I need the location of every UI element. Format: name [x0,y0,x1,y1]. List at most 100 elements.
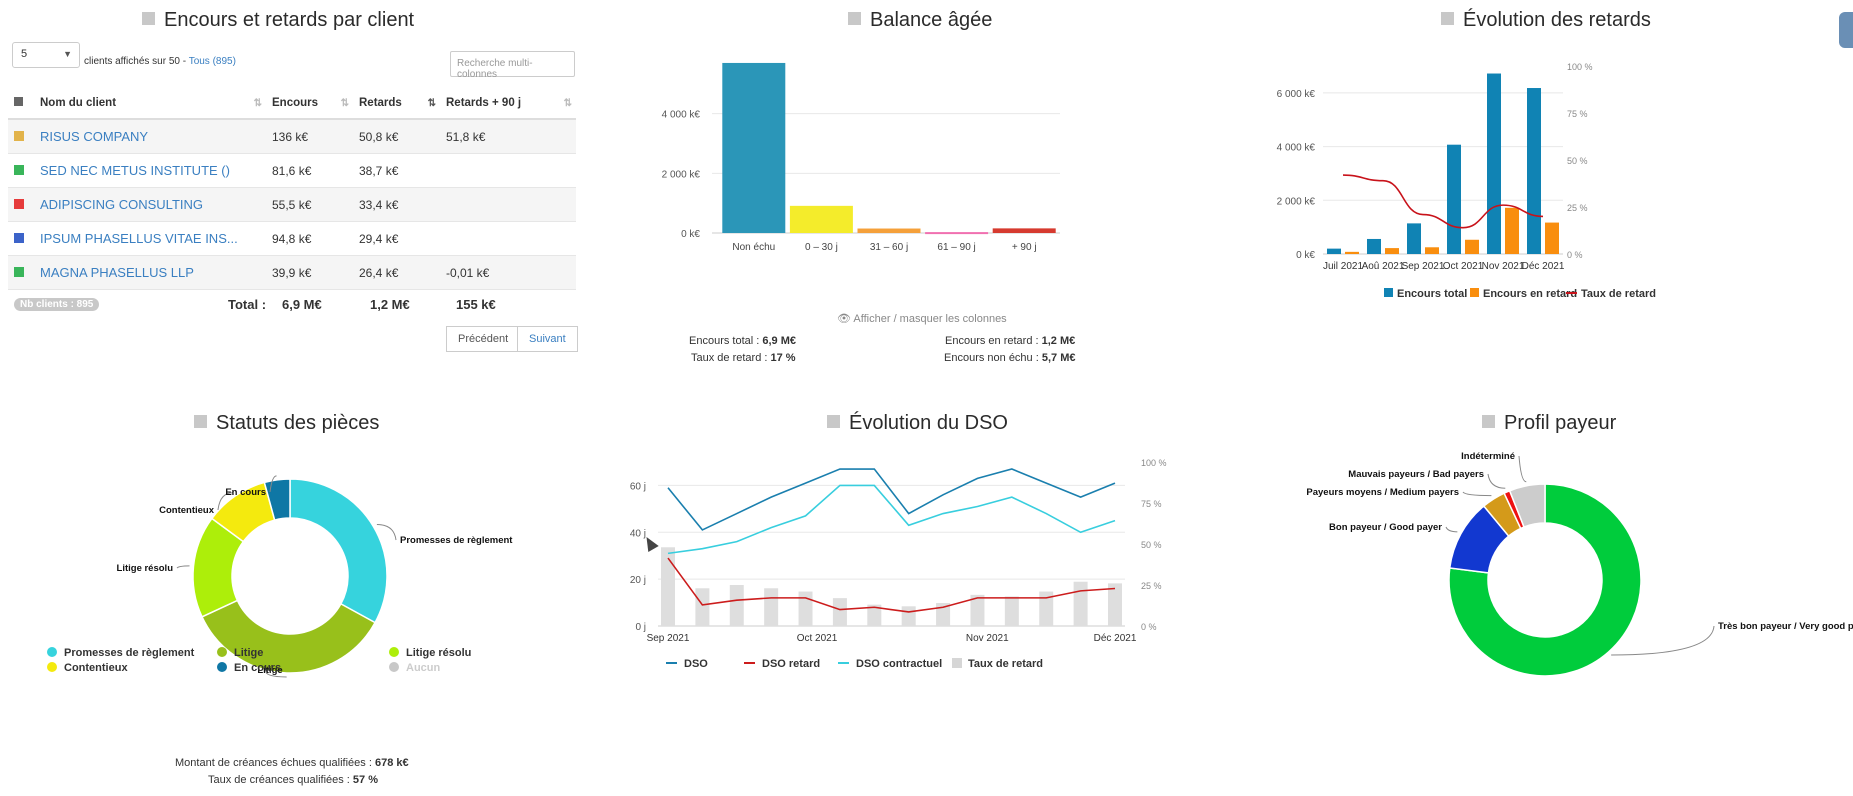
toggle-columns-button[interactable]: 👁 Afficher / masquer les colonnes [837,313,1007,325]
pie-slice [1508,483,1546,528]
series-line [667,557,1116,613]
sort-icon: ⇅ [563,98,572,109]
legend-label: DSO [684,658,708,670]
y2-tick-label: 0 % [1567,250,1583,260]
bar [867,604,882,626]
encours-cell: 55,5 k€ [266,187,353,222]
x-tick-label: Non échu [732,242,775,253]
column-header-nom[interactable]: Nom du client ⇅ [34,88,266,120]
statuts-chart: Promesses de règlement Litige Litige résol… [47,475,513,678]
total-retards: 1,2 M€ [370,297,410,312]
table-row[interactable]: IPSUM PHASELLUS VITAE INS... 94,8 k€ 29,… [8,221,576,256]
profil-chart: Très bon payeur / Very good payer Bon pay… [1306,451,1853,677]
x-tick-label: Oct 2021 [797,633,838,644]
bar [729,585,744,626]
bar [1073,581,1088,626]
legend-marker [217,647,227,657]
x-tick-label: Aoû 2021 [1362,261,1405,272]
series-line [667,468,1116,531]
bar [1108,583,1122,626]
table-row[interactable]: SED NEC METUS INSTITUTE () 81,6 k€ 38,7 … [8,153,576,188]
legend-marker [1470,288,1479,297]
x-tick-label: Oct 2021 [1443,261,1484,272]
balance-panel: Balance âgée 0 k€ 2 000 k€ 4 000 k€ Non éch… [620,0,1230,380]
y-tick-label: 2 000 k€ [662,169,701,180]
y-tick-label: 0 k€ [1296,250,1315,261]
bar [1345,251,1359,254]
legend-marker [389,662,399,672]
client-name-link[interactable]: IPSUM PHASELLUS VITAE INS... [34,221,266,256]
total-retards90: 155 k€ [456,297,496,312]
eye-icon: 👁 [837,313,851,325]
bar [798,591,813,626]
client-name-link[interactable]: MAGNA PHASELLUS LLP [34,255,266,290]
slice-label: Bon payeur / Good payer [1329,522,1442,533]
square-icon [1441,12,1454,25]
encours-total-stat: Encours total : 6,9 M€ [689,335,797,347]
encours-panel: Encours et retards par client 5 ▼ clients… [0,0,590,380]
legend-marker [389,647,399,657]
evol-retards-title: Évolution des retards [1441,9,1651,32]
sort-icon: ⇅ [340,98,349,109]
table-row[interactable]: MAGNA PHASELLUS LLP 39,9 k€ 26,4 k€ -0,0… [8,255,576,290]
column-header-retards90[interactable]: Retards + 90 j ⇅ [440,88,576,120]
y-tick-label: 60 j [630,481,646,492]
bar [722,62,786,234]
client-name-link[interactable]: ADIPISCING CONSULTING [34,187,266,222]
slice-label: Promesses de règlement [400,535,513,546]
y2-tick-label: 100 % [1567,62,1593,72]
client-name-link[interactable]: RISUS COMPANY [34,119,266,154]
sidebar-collapse-handle[interactable] [1839,12,1853,48]
total-row: Nb clients : 895 Total : 6,9 M€ 1,2 M€ 1… [8,290,576,320]
bar [857,228,921,233]
x-tick-label: Sep 2021 [647,633,690,644]
table-row[interactable]: ADIPISCING CONSULTING 55,5 k€ 33,4 k€ [8,187,576,222]
y2-tick-label: 50 % [1567,156,1588,166]
column-header-retards[interactable]: Retards ⇅ [353,88,440,120]
balance-chart: 0 k€ 2 000 k€ 4 000 k€ Non échu 0 – 30 j 31 –… [662,62,1060,253]
profil-panel: Profil payeur Très bon payeur / Very goo… [1230,400,1853,796]
previous-button[interactable]: Précédent [446,326,521,352]
x-tick-label: 0 – 30 j [805,242,838,253]
leader-line [269,475,277,493]
bar [1039,591,1054,626]
legend-marker [47,662,57,672]
retards-cell: 50,8 k€ [353,119,440,154]
encours-cell: 94,8 k€ [266,221,353,256]
retards90-cell [440,187,576,222]
bar [901,606,916,626]
next-button[interactable]: Suivant [517,326,578,352]
legend-marker [1384,288,1393,297]
leader-line [1487,473,1506,489]
x-tick-label: Déc 2021 [1094,633,1137,644]
square-icon [827,415,840,428]
total-label: Total : [228,297,267,312]
leader-line [176,565,190,569]
table-row[interactable]: RISUS COMPANY 136 k€ 50,8 k€ 51,8 k€ [8,119,576,154]
statuts-panel: Statuts des pièces Promesses de règlemen… [0,400,600,796]
x-tick-label: Juil 2021 [1323,261,1363,272]
page-size-select[interactable]: 5 ▼ [12,42,80,68]
pie-slice [1448,483,1642,677]
column-header-encours[interactable]: Encours ⇅ [266,88,353,120]
y-tick-label: 0 j [635,622,646,633]
taux-retard-stat: Taux de retard : 17 % [691,352,796,364]
x-tick-label: Déc 2021 [1522,261,1565,272]
bar [1505,207,1519,254]
montant-qualifie-stat: Montant de créances échues qualifiées : … [175,757,409,769]
y2-tick-label: 50 % [1141,540,1162,550]
legend-label: En cours [234,662,281,674]
encours-retard-stat: Encours en retard : 1,2 M€ [945,335,1076,347]
dso-title: Évolution du DSO [827,412,1008,435]
leader-line [217,492,233,511]
client-name-link[interactable]: SED NEC METUS INSTITUTE () [34,153,266,188]
bar [832,598,847,626]
legend-marker [47,647,57,657]
flag-column-header[interactable] [8,88,34,120]
legend-marker [217,662,227,672]
legend-label: Taux de retard [1581,288,1656,300]
all-clients-link[interactable]: Tous (895) [188,56,236,67]
taux-qualifie-stat: Taux de créances qualifiées : 57 % [208,774,378,786]
search-input[interactable]: Recherche multi-colonnes [450,51,575,80]
slice-label: Payeurs moyens / Medium payers [1306,487,1459,498]
